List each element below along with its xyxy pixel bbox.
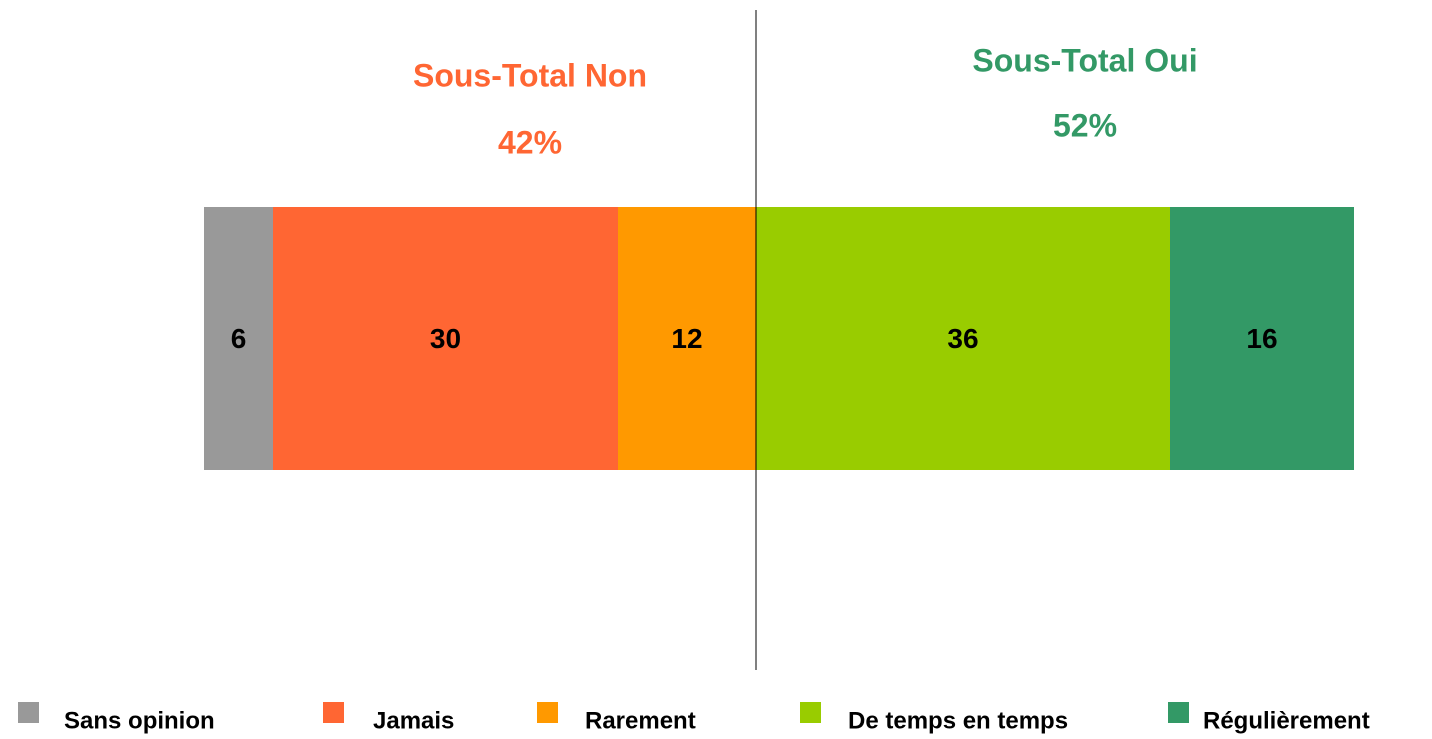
data-label: 36 [947, 323, 978, 354]
data-label: 30 [430, 323, 461, 354]
bar-segment [204, 207, 273, 470]
legend-label: De temps en temps [848, 707, 1068, 734]
annotation-title: Sous-Total Non [413, 57, 647, 93]
annotation-value: 42% [498, 124, 562, 160]
bar-segment [273, 207, 618, 470]
annotation-title: Sous-Total Oui [972, 42, 1197, 78]
data-label: 16 [1246, 323, 1277, 354]
legend-label: Jamais [373, 707, 454, 734]
data-label: 12 [671, 323, 702, 354]
legend-label: Sans opinion [64, 707, 215, 734]
legend-label: Régulièrement [1203, 707, 1370, 734]
bar-segment [618, 207, 756, 470]
legend-swatch [537, 702, 558, 723]
data-label: 6 [231, 323, 247, 354]
legend-swatch [18, 702, 39, 723]
bar-segment [1170, 207, 1354, 470]
legend-swatch [800, 702, 821, 723]
legend-swatch [1168, 702, 1189, 723]
annotation-value: 52% [1053, 107, 1117, 143]
bar-segment [756, 207, 1170, 470]
legend-swatch [323, 702, 344, 723]
legend-label: Rarement [585, 707, 696, 734]
